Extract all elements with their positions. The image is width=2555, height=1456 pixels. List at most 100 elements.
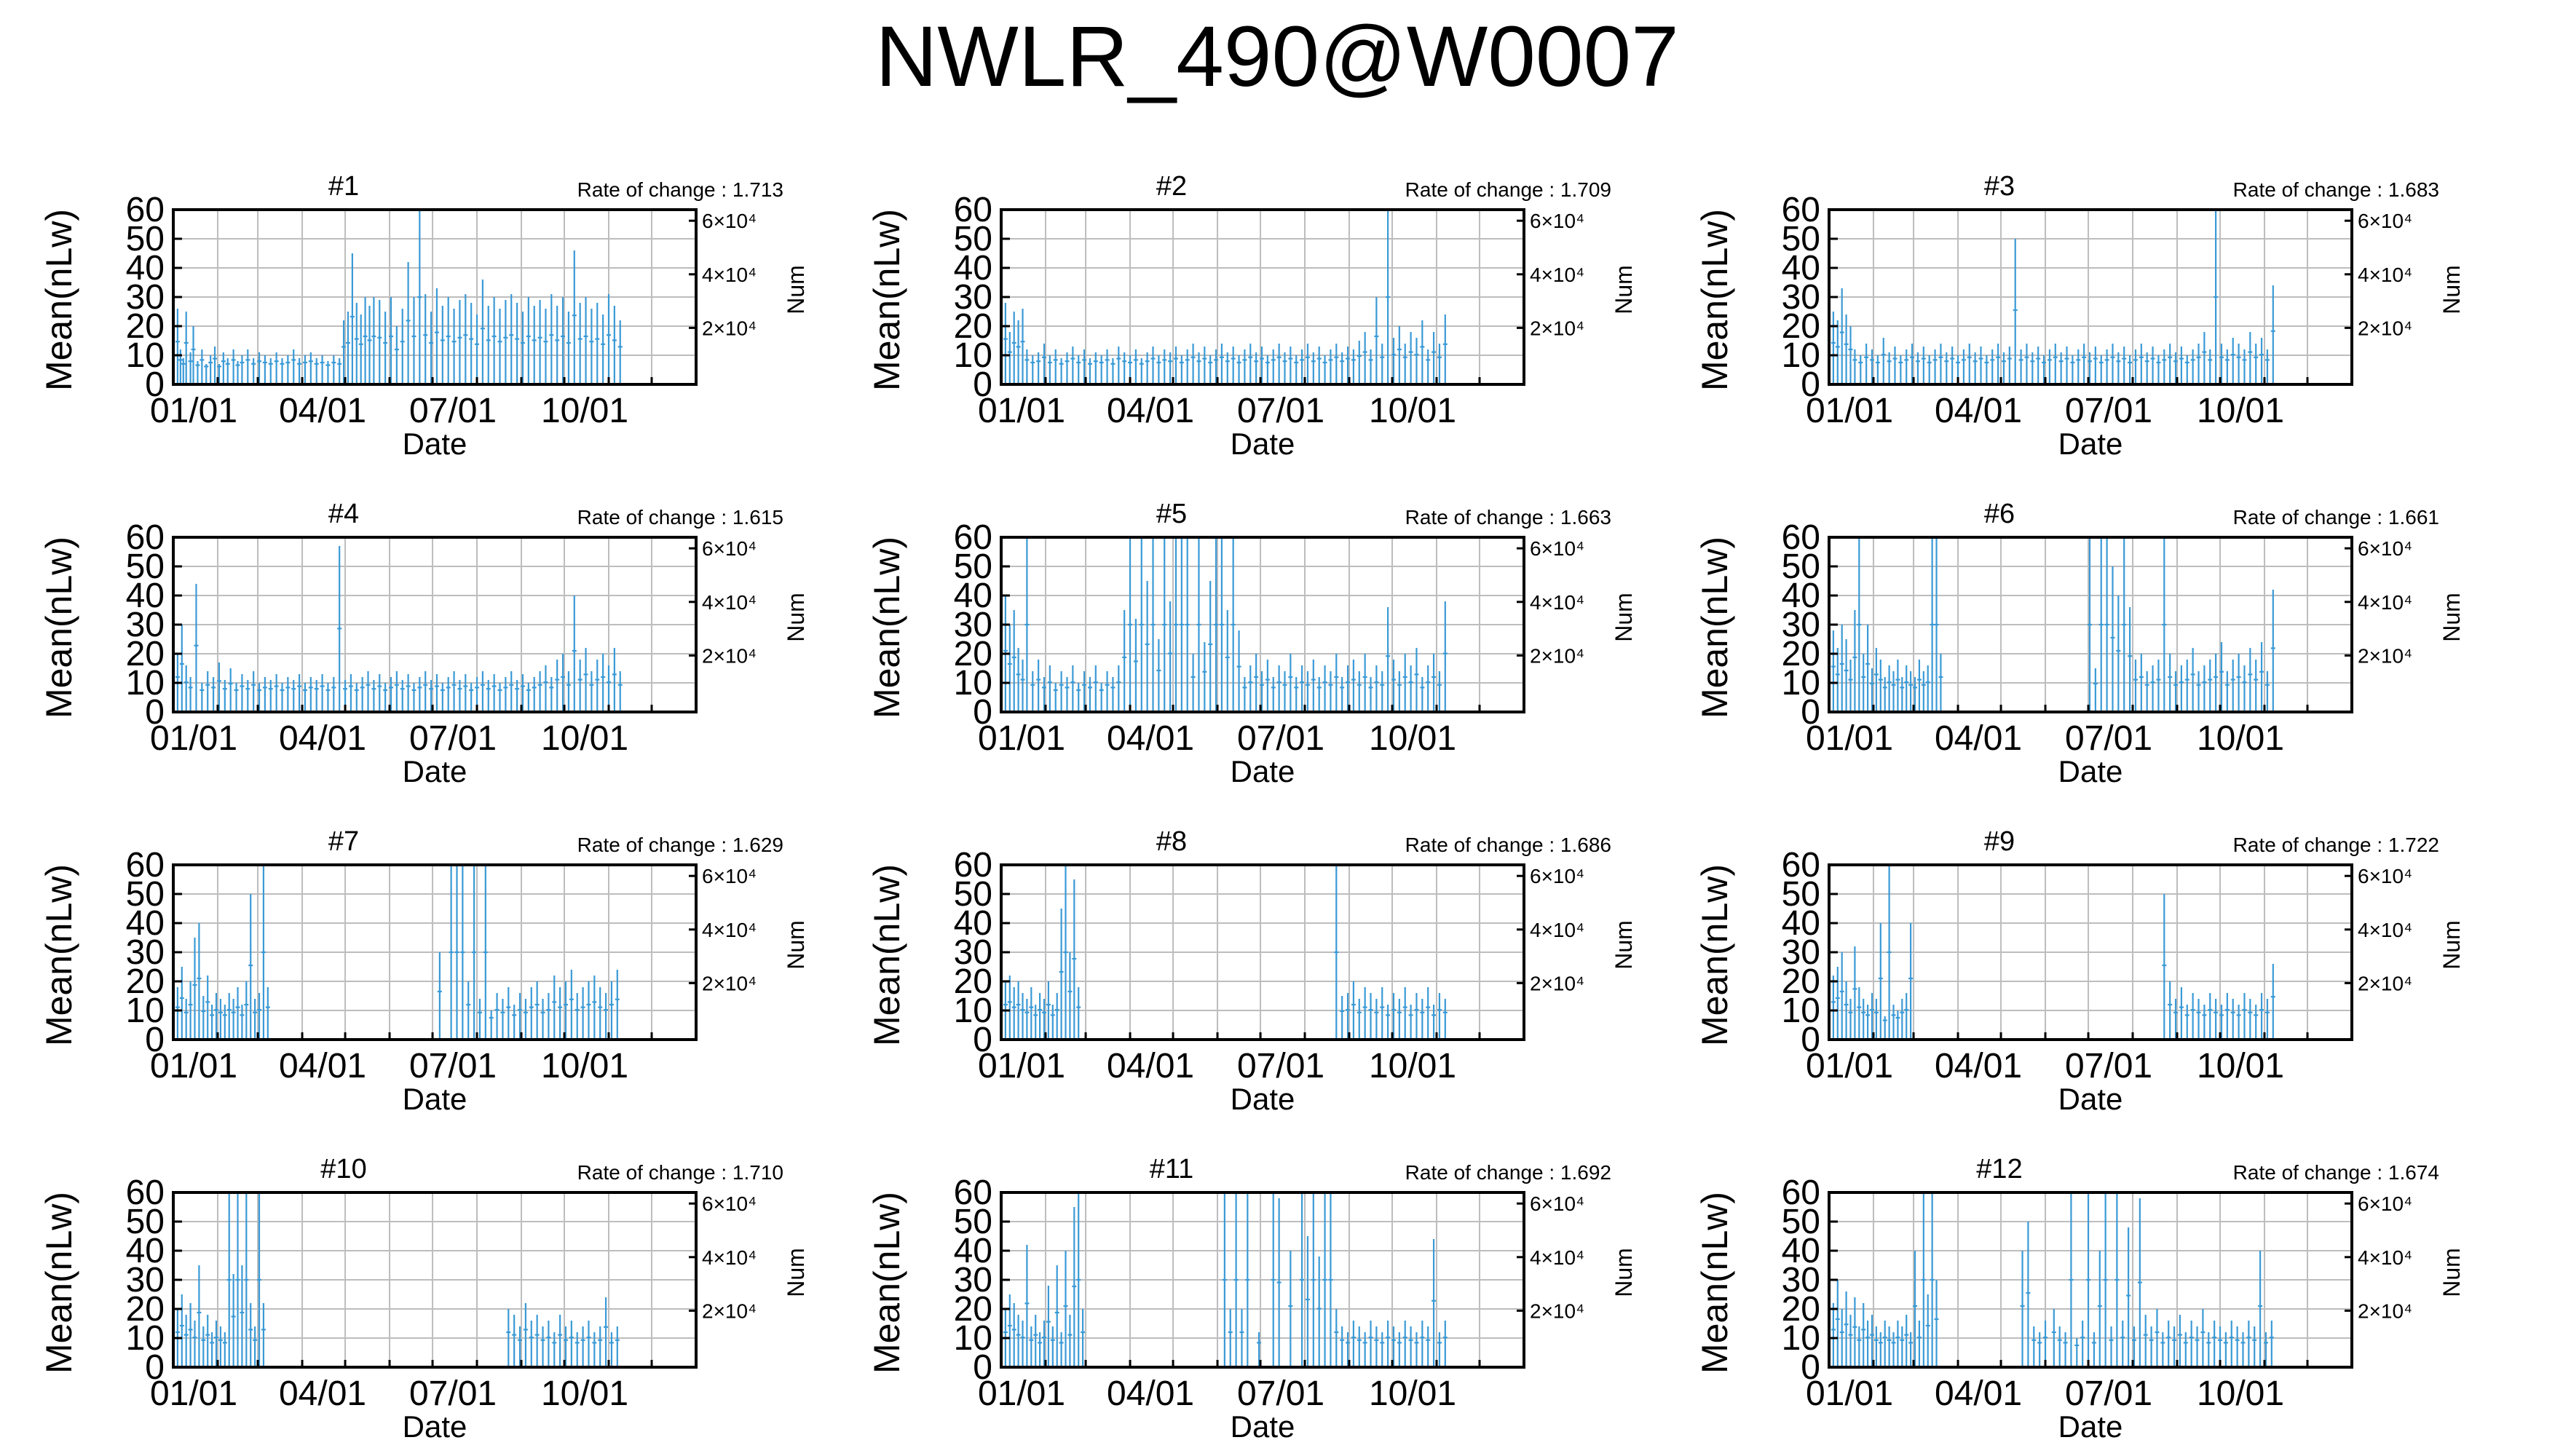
x-tick-label: 10/01: [541, 1374, 628, 1413]
y-axis-label: Mean(nLw): [866, 1192, 907, 1374]
y-tick-label: 40: [954, 1232, 992, 1270]
x-axis-label: Date: [1231, 427, 1295, 461]
x-tick-label: 10/01: [1369, 392, 1456, 430]
x-tick-label: 01/01: [1806, 392, 1893, 430]
y-tick-label: 0: [1801, 1348, 1820, 1387]
rate-of-change: Rate of change : 1.661: [2233, 506, 2439, 529]
y-axis-label: Mean(nLw): [39, 537, 79, 719]
y2-tick-label: 6×10⁴: [1530, 1192, 1584, 1215]
x-tick-label: 04/01: [279, 1047, 366, 1085]
y-tick-label: 0: [1801, 1021, 1820, 1059]
x-tick-label: 07/01: [2065, 1374, 2152, 1413]
rate-of-change: Rate of change : 1.713: [577, 178, 783, 201]
y2-tick-label: 6×10⁴: [702, 210, 757, 232]
y2-tick-label: 2×10⁴: [1530, 317, 1584, 339]
x-tick-label: 10/01: [541, 392, 628, 430]
y-tick-label: 60: [126, 1174, 165, 1212]
x-tick-label: 01/01: [978, 392, 1065, 430]
y2-tick-label: 4×10⁴: [2358, 1246, 2412, 1269]
y-tick-label: 20: [954, 962, 992, 1001]
y-tick-label: 60: [126, 191, 165, 229]
y2-axis-label: Num: [1611, 1248, 1637, 1297]
y-tick-label: 0: [145, 365, 165, 404]
y2-tick-label: 6×10⁴: [2358, 210, 2412, 232]
y-tick-label: 20: [1782, 1290, 1820, 1329]
y-tick-label: 60: [954, 846, 992, 885]
y-tick-label: 0: [973, 693, 992, 732]
y-tick-label: 30: [954, 933, 992, 972]
x-tick-label: 01/01: [1806, 1374, 1893, 1413]
y2-tick-label: 2×10⁴: [1530, 1299, 1584, 1322]
y-tick-label: 10: [126, 992, 165, 1030]
x-tick-label: 01/01: [150, 392, 237, 430]
y-tick-label: 10: [1782, 336, 1820, 375]
rate-of-change: Rate of change : 1.683: [2233, 178, 2439, 201]
rate-of-change: Rate of change : 1.615: [577, 506, 783, 529]
x-tick-label: 04/01: [1107, 719, 1194, 758]
y-tick-label: 30: [126, 1261, 165, 1299]
y-tick-label: 40: [126, 904, 165, 943]
x-tick-label: 04/01: [1107, 392, 1194, 430]
y-tick-label: 30: [954, 278, 992, 317]
x-tick-label: 04/01: [1935, 1374, 2022, 1413]
y2-tick-label: 4×10⁴: [1530, 1246, 1584, 1269]
y-tick-label: 50: [1782, 547, 1820, 586]
x-tick-label: 04/01: [1107, 1374, 1194, 1413]
y-tick-label: 30: [1782, 278, 1820, 317]
y2-tick-label: 4×10⁴: [2358, 919, 2412, 941]
y-tick-label: 40: [1782, 577, 1820, 615]
y-tick-label: 50: [954, 1203, 992, 1241]
panel-title: #9: [1984, 826, 2015, 857]
x-tick-label: 01/01: [1806, 1047, 1893, 1085]
rate-of-change: Rate of change : 1.722: [2233, 834, 2439, 856]
x-tick-label: 01/01: [150, 719, 237, 758]
y-axis-label: Mean(nLw): [1694, 864, 1735, 1046]
y-tick-label: 60: [126, 518, 165, 557]
y-tick-label: 0: [973, 365, 992, 404]
y-tick-label: 10: [954, 992, 992, 1030]
y-tick-label: 0: [145, 1021, 165, 1059]
y-tick-label: 30: [126, 606, 165, 644]
x-tick-label: 10/01: [2197, 1047, 2284, 1085]
y2-axis-label: Num: [2438, 265, 2465, 314]
x-tick-label: 01/01: [150, 1374, 237, 1413]
y-axis-label: Mean(nLw): [866, 537, 907, 719]
y-tick-label: 40: [126, 577, 165, 615]
y2-tick-label: 6×10⁴: [1530, 865, 1584, 887]
x-tick-label: 10/01: [2197, 392, 2284, 430]
y-tick-label: 60: [954, 518, 992, 557]
y-axis-label: Mean(nLw): [1694, 209, 1735, 391]
x-tick-label: 07/01: [2065, 1047, 2152, 1085]
panel-title: #2: [1156, 171, 1187, 202]
y2-tick-label: 2×10⁴: [702, 644, 757, 667]
panel-title: #8: [1156, 826, 1187, 857]
y2-axis-label: Num: [2438, 920, 2465, 970]
x-axis-label: Date: [403, 1409, 467, 1444]
x-axis-label: Date: [2058, 427, 2123, 461]
y2-tick-label: 6×10⁴: [1530, 210, 1584, 232]
y-tick-label: 40: [1782, 249, 1820, 288]
y-tick-label: 50: [1782, 220, 1820, 258]
y-tick-label: 30: [954, 606, 992, 644]
y-axis-label: Mean(nLw): [39, 209, 79, 391]
x-axis-label: Date: [2058, 1409, 2123, 1444]
y-tick-label: 40: [126, 249, 165, 288]
x-tick-label: 07/01: [409, 719, 497, 758]
y-tick-label: 60: [1782, 518, 1820, 557]
x-tick-label: 10/01: [2197, 1374, 2284, 1413]
x-tick-label: 10/01: [541, 1047, 628, 1085]
y2-tick-label: 4×10⁴: [702, 919, 757, 941]
y-tick-label: 0: [1801, 365, 1820, 404]
y-tick-label: 50: [954, 875, 992, 914]
y-tick-label: 10: [954, 336, 992, 375]
y-tick-label: 50: [954, 220, 992, 258]
y2-tick-label: 6×10⁴: [2358, 537, 2412, 560]
y-tick-label: 60: [954, 191, 992, 229]
y2-tick-label: 2×10⁴: [702, 317, 757, 339]
rate-of-change: Rate of change : 1.674: [2233, 1161, 2439, 1184]
